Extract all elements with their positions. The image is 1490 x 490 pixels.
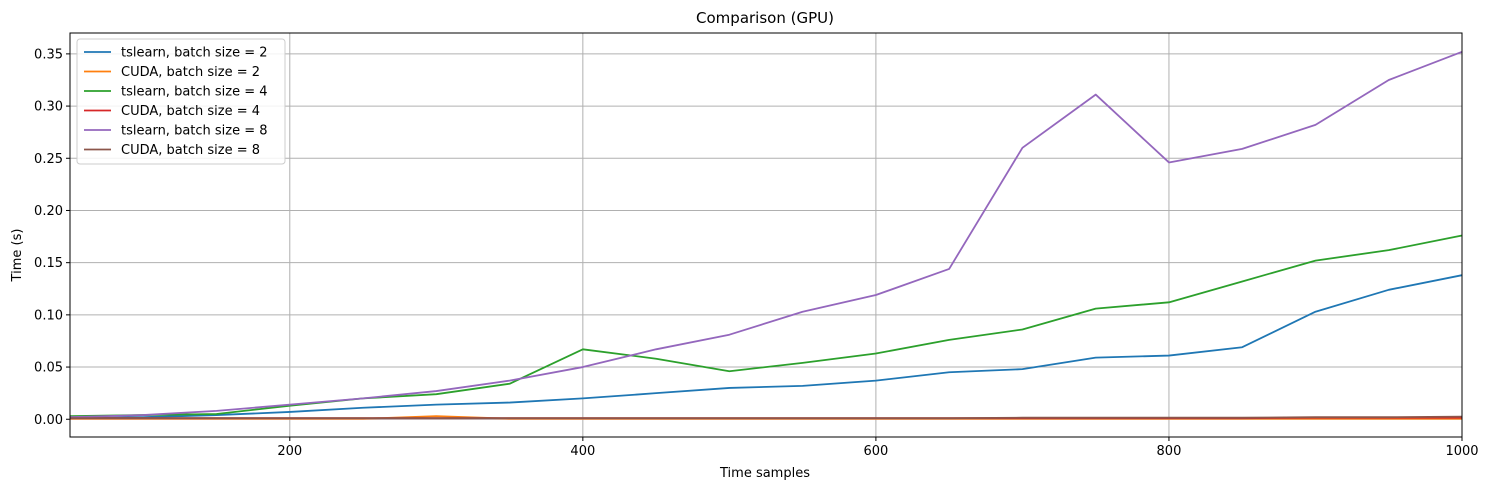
- y-tick-label: 0.00: [34, 413, 63, 428]
- legend-label: tslearn, batch size = 8: [121, 124, 268, 139]
- legend: tslearn, batch size = 2 CUDA, batch size …: [76, 38, 286, 165]
- series-line-1: [69, 274, 1463, 420]
- chart-title: Comparison (GPU): [696, 9, 834, 27]
- x-axis-label: Time samples: [719, 466, 810, 481]
- legend-label: tslearn, batch size = 4: [121, 85, 268, 100]
- x-tick-label: 200: [277, 444, 302, 459]
- legend-box: [76, 38, 286, 165]
- x-tick-label: 1000: [1445, 444, 1478, 459]
- series-line-5: [69, 50, 1463, 419]
- y-tick-label: 0.25: [34, 152, 63, 167]
- legend-label: tslearn, batch size = 2: [121, 46, 268, 61]
- x-axis-ticks: 200 400 600 800 1000: [277, 437, 1479, 459]
- series-line-6: [70, 415, 1463, 420]
- legend-label: CUDA, batch size = 4: [121, 104, 260, 119]
- y-tick-label: 0.20: [34, 204, 63, 219]
- y-axis-label: Time (s): [10, 229, 25, 283]
- x-tick-label: 600: [863, 444, 888, 459]
- y-tick-label: 0.10: [34, 308, 63, 323]
- legend-label: CUDA, batch size = 8: [121, 143, 260, 158]
- x-tick-label: 400: [570, 444, 595, 459]
- y-tick-label: 0.35: [34, 47, 63, 62]
- series-lines: [69, 50, 1463, 420]
- x-tick-label: 800: [1157, 444, 1182, 459]
- y-axis-ticks: 0.00 0.05 0.10 0.15 0.20 0.25 0.30 0.35: [34, 47, 70, 428]
- y-tick-label: 0.05: [34, 361, 63, 376]
- legend-label: CUDA, batch size = 2: [121, 65, 260, 80]
- y-tick-label: 0.30: [34, 100, 63, 115]
- plot-frame: [69, 32, 1463, 438]
- y-tick-label: 0.15: [34, 256, 63, 271]
